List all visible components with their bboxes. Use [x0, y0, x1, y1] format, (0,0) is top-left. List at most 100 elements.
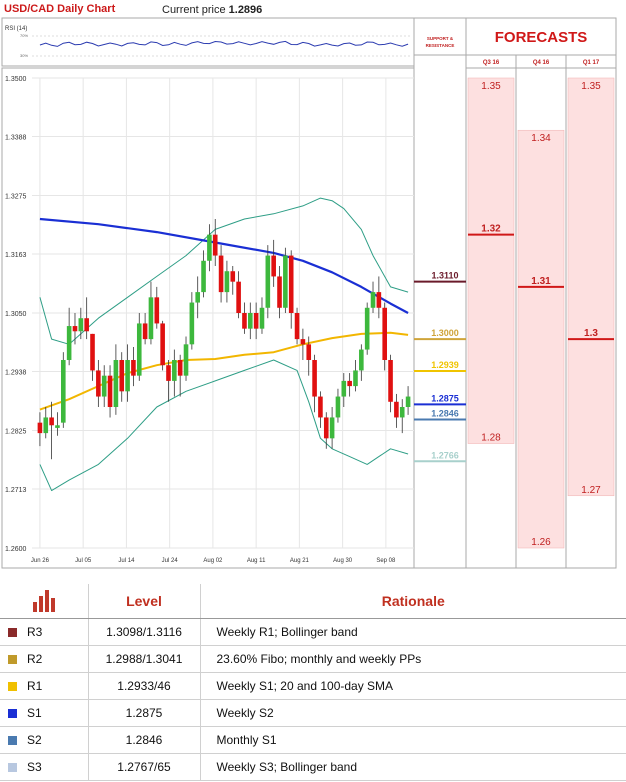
sr-level-label: 1.2939 — [431, 360, 459, 370]
sr-level-label: 1.2875 — [431, 393, 459, 403]
level-name-cell: S2 — [0, 726, 88, 754]
candle-body — [55, 425, 60, 428]
rsi-label: RSI (14) — [5, 26, 27, 32]
forecast-range-bar — [467, 77, 515, 444]
forecast-high-label: 1.35 — [581, 81, 601, 92]
forecast-range-bar — [517, 129, 565, 549]
y-tick-label: 1.3050 — [5, 311, 27, 318]
candle-body — [306, 344, 312, 360]
level-value: 1.2767/65 — [87, 753, 200, 781]
candle-body — [318, 396, 323, 418]
price-panel — [1, 67, 415, 569]
candle-body — [177, 360, 183, 376]
level-name: S2 — [27, 733, 42, 747]
candle-body — [78, 318, 84, 332]
table-row: S2 1.2846 Monthly S1 — [0, 726, 626, 754]
candle-body — [154, 297, 160, 324]
level-rationale: Weekly R1; Bollinger band — [199, 618, 626, 646]
table-row: R3 1.3098/1.3116 Weekly R1; Bollinger band — [0, 618, 626, 646]
candle-body — [364, 307, 370, 350]
column-rationale-header: Rationale — [199, 584, 626, 619]
chart-svg: RSI (14)70% 30% 1.3500 1.3388 1.3275 1.3163 1.… — [1, 17, 617, 569]
candle-body — [107, 375, 113, 407]
candle-body — [195, 292, 201, 303]
sr-header: RESISTANCE — [426, 43, 455, 48]
candle-body — [353, 370, 358, 387]
level-swatch — [8, 709, 17, 718]
candle-body — [66, 326, 72, 360]
level-name-cell: R1 — [0, 672, 88, 700]
level-name-cell: S1 — [0, 699, 88, 727]
forecast-median-label: 1.32 — [481, 224, 501, 235]
rsi-line — [39, 40, 409, 47]
forecast-title: FORECASTS — [495, 29, 588, 46]
table-row: S3 1.2767/65 Weekly S3; Bollinger band — [0, 753, 626, 781]
sr-level-label: 1.3000 — [431, 328, 459, 338]
candle-body — [388, 360, 393, 402]
level-value: 1.2988/1.3041 — [87, 645, 200, 673]
level-name: R2 — [27, 652, 43, 666]
column-level-header: Level — [87, 584, 200, 619]
y-tick-label: 1.3275 — [5, 194, 27, 201]
candle-body — [323, 417, 329, 439]
candle-body — [60, 360, 66, 423]
candle-body — [230, 271, 236, 282]
forecast-high-label: 1.34 — [531, 133, 551, 144]
level-swatch — [8, 763, 17, 772]
current-price-value: 1.2896 — [228, 4, 263, 16]
levels-table: Level Rationale R3 1.3098/1.3116 Weekly R1… — [0, 584, 626, 781]
candle-body — [382, 307, 388, 360]
level-value: 1.2846 — [87, 726, 200, 754]
candle-body — [224, 271, 230, 293]
candle-body — [72, 326, 78, 332]
x-tick-label: Jun 26 — [31, 558, 50, 564]
sr-level-label: 1.2766 — [431, 450, 459, 460]
level-swatch — [8, 736, 17, 745]
x-tick-label: Aug 02 — [203, 558, 223, 564]
candle-body — [347, 380, 352, 387]
x-tick-label: Jul 24 — [162, 558, 179, 564]
x-tick-label: Aug 21 — [290, 558, 310, 564]
level-name-cell: R2 — [0, 645, 88, 673]
candle-body — [166, 365, 171, 381]
level-swatch — [8, 628, 17, 637]
x-tick-label: Jul 05 — [75, 558, 92, 564]
candle-body — [265, 255, 271, 308]
forecast-median-label: 1.3 — [584, 328, 598, 339]
levels-table-header: Level Rationale — [0, 584, 626, 619]
sr-header: SUPPORT & — [427, 36, 454, 41]
candle-body — [90, 333, 95, 371]
forecast-low-label: 1.26 — [531, 537, 551, 548]
table-row: R1 1.2933/46 Weekly S1; 20 and 100-day SMA — [0, 672, 626, 700]
candle-body — [183, 344, 189, 376]
y-tick-label: 1.3163 — [5, 252, 27, 259]
candle-body — [37, 422, 43, 434]
y-tick-label: 1.2825 — [5, 429, 27, 436]
level-name: R1 — [27, 679, 43, 693]
level-value: 1.2875 — [87, 699, 200, 727]
level-rationale: Weekly S3; Bollinger band — [199, 753, 626, 781]
rsi-tick-low: 30% — [20, 53, 28, 58]
candle-body — [312, 360, 317, 397]
candle-body — [405, 396, 411, 407]
candle-body — [394, 401, 399, 418]
candle-body — [283, 255, 288, 308]
forecast-quarter-label: Q4 16 — [533, 60, 550, 66]
candle-body — [101, 375, 107, 397]
candle-body — [335, 396, 341, 418]
forecast-quarter-label: Q3 16 — [483, 60, 500, 66]
level-value: 1.3098/1.3116 — [87, 618, 200, 646]
candle-body — [399, 407, 405, 418]
candle-body — [247, 313, 253, 329]
x-tick-label: Sep 08 — [376, 558, 396, 564]
candle-body — [136, 323, 142, 376]
y-tick-label: 1.3500 — [5, 76, 27, 83]
y-tick-label: 1.2938 — [5, 369, 27, 376]
chart-title: USD/CAD Daily Chart — [4, 3, 116, 15]
sr-column — [413, 17, 467, 569]
forecast-low-label: 1.27 — [581, 485, 601, 496]
level-name: S3 — [27, 760, 42, 774]
sr-level-label: 1.2846 — [431, 409, 459, 419]
candle-body — [329, 417, 335, 439]
